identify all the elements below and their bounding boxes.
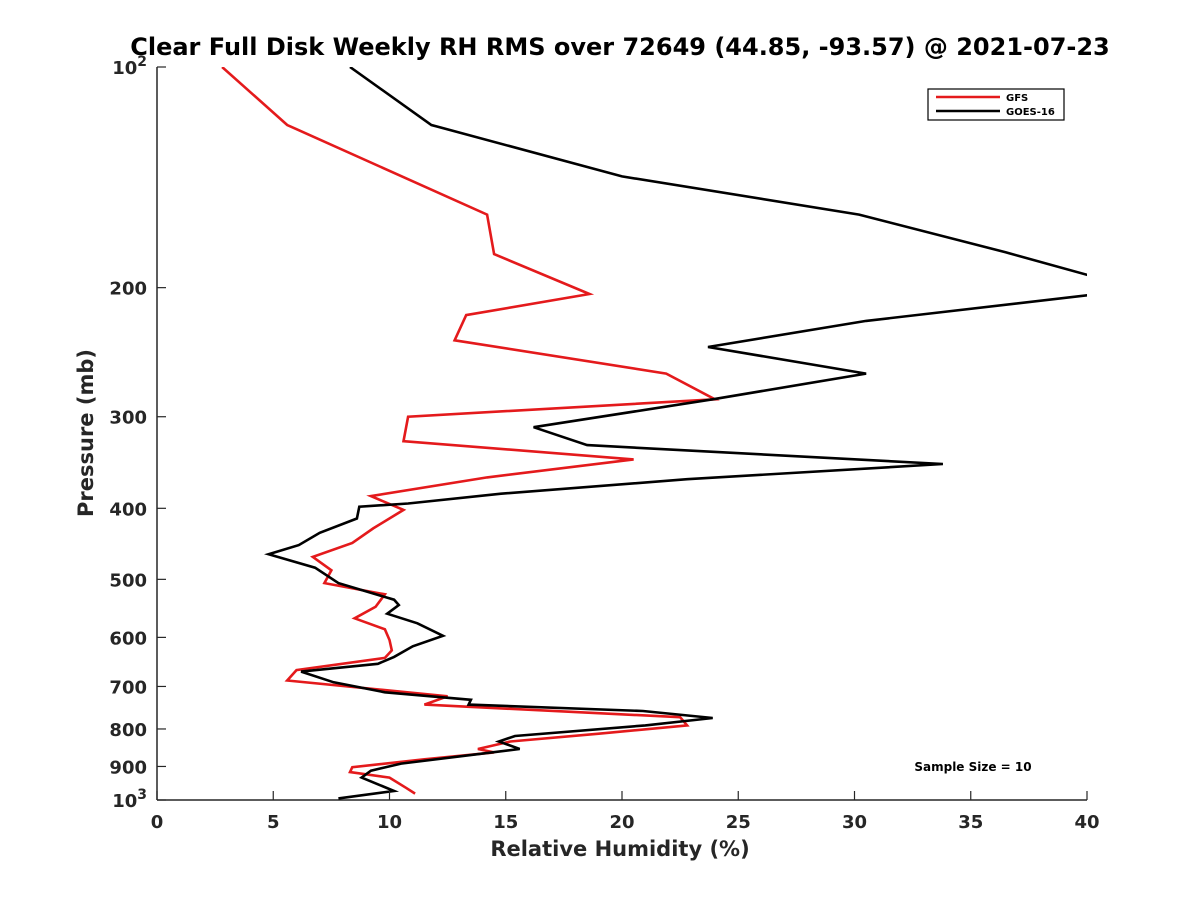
y-tick-label: 300	[109, 408, 147, 429]
x-tick-label: 20	[609, 812, 634, 833]
x-tick-label: 40	[1074, 812, 1099, 833]
x-tick-label: 5	[267, 812, 280, 833]
y-tick-label: 103	[112, 787, 147, 812]
legend-box	[927, 88, 1065, 121]
x-axis-ticks: 0 5 10 15 20 25 30 35 40	[151, 791, 1100, 833]
y-tick-label: 700	[109, 677, 147, 698]
sample-size-annotation: Sample Size = 10	[914, 760, 1031, 774]
chart-title: Clear Full Disk Weekly RH RMS over 72649…	[130, 33, 1110, 61]
y-tick-label: 600	[109, 628, 147, 649]
x-axis-label: Relative Humidity (%)	[490, 837, 749, 861]
y-tick-label: 400	[109, 499, 147, 520]
y-tick-label: 800	[109, 720, 147, 741]
x-tick-label: 15	[493, 812, 518, 833]
y-tick-label: 900	[109, 757, 147, 778]
x-tick-label: 0	[151, 812, 164, 833]
series-lines	[221, 67, 1087, 800]
y-axis-ticks: 102 200 300 400 500 600 700 800 900 103	[109, 54, 166, 812]
x-tick-label: 10	[377, 812, 402, 833]
legend-entry-label: GFS	[1006, 93, 1028, 104]
legend: GFS GOES-16	[927, 88, 1065, 121]
y-axis-label: Pressure (mb)	[74, 349, 98, 517]
legend-entry-label: GOES-16	[1006, 107, 1055, 118]
series-line-goes-16	[264, 67, 1087, 800]
x-tick-label: 25	[726, 812, 751, 833]
x-tick-label: 35	[958, 812, 983, 833]
series-line-gfs	[221, 67, 720, 795]
y-tick-label: 102	[112, 54, 147, 79]
x-tick-label: 30	[842, 812, 867, 833]
y-tick-label: 500	[109, 570, 147, 591]
y-tick-label: 200	[109, 279, 147, 300]
